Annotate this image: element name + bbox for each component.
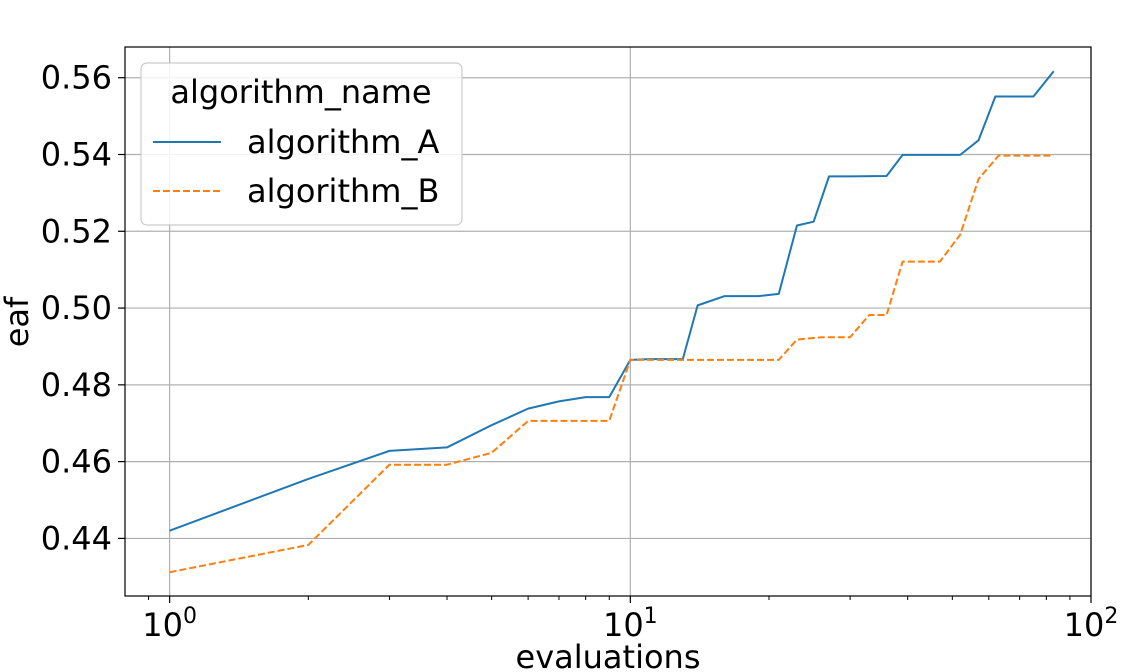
legend-label-algorithm-b: algorithm_B — [247, 172, 439, 210]
series-lines — [169, 70, 1055, 574]
series-line-algorithm-a — [169, 70, 1055, 532]
series-line-algorithm-b — [169, 154, 1054, 574]
legend-label-algorithm-a: algorithm_A — [247, 123, 439, 161]
x-axis-ticks: 100 101 102 — [142, 596, 1118, 644]
legend: algorithm_name algorithm_A algorithm_B — [140, 62, 463, 226]
x-axis-label: evaluations — [516, 638, 701, 672]
y-tick-label: 0.54 — [41, 135, 112, 173]
x-tick-label: 102 — [1064, 604, 1119, 644]
legend-title: algorithm_name — [170, 73, 431, 111]
y-axis-ticks: 0.44 0.46 0.48 0.50 0.52 0.54 0.56 — [41, 59, 125, 557]
plot-frame — [124, 46, 1092, 597]
x-tick-label: 101 — [603, 604, 658, 644]
y-tick-label: 0.46 — [41, 443, 112, 481]
x-tick-label: 100 — [142, 604, 197, 644]
y-tick-label: 0.44 — [41, 519, 112, 557]
y-tick-label: 0.52 — [41, 212, 112, 250]
y-axis-label: eaf — [0, 296, 36, 347]
y-tick-label: 0.56 — [41, 59, 112, 97]
legend-box — [140, 62, 463, 226]
y-tick-label: 0.50 — [41, 289, 112, 327]
y-tick-label: 0.48 — [41, 366, 112, 404]
